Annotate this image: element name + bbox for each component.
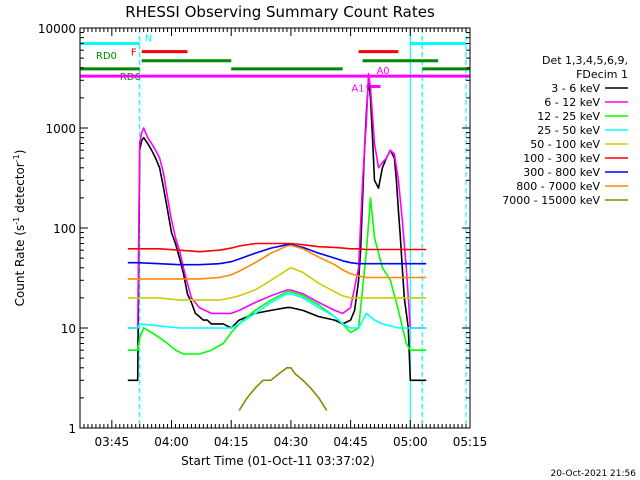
series-line-1 xyxy=(127,79,427,382)
legend-label: 50 - 100 keV xyxy=(530,138,600,151)
y-tick-label: 10 xyxy=(61,322,76,336)
state-label-rd0: RD0 xyxy=(96,51,117,62)
x-axis-label: Start Time (01-Oct-11 03:37:02) xyxy=(181,454,375,468)
series-line-6 xyxy=(127,242,427,253)
series-line-2 xyxy=(127,72,427,329)
legend-label: 12 - 25 keV xyxy=(537,110,600,123)
legend-header: Det 1,3,4,5,6,9, xyxy=(542,54,628,67)
x-tick-label: 05:15 xyxy=(453,435,488,449)
state-label-n: N xyxy=(145,33,152,44)
legend-label: 7000 - 15000 keV xyxy=(502,194,600,207)
series-line-5 xyxy=(127,266,427,301)
legend-label: 800 - 7000 keV xyxy=(516,180,600,193)
legend-label: 100 - 300 keV xyxy=(523,152,600,165)
x-tick-label: 04:15 xyxy=(214,435,249,449)
series-lines xyxy=(127,72,427,411)
x-tick-label: 04:30 xyxy=(274,435,309,449)
x-tick-label: 03:45 xyxy=(95,435,130,449)
series-line-9 xyxy=(238,366,328,411)
series-line-3 xyxy=(127,197,427,355)
chart-title: RHESSI Observing Summary Count Rates xyxy=(125,3,435,21)
legend-label: 300 - 800 keV xyxy=(523,166,600,179)
state-bars: NFRD0RD6A1A0 xyxy=(80,33,470,95)
legend-header: FDecim 1 xyxy=(576,68,628,81)
x-axis: 03:45 04:00 04:15 04:30 04:45 05:00 05:15 xyxy=(79,28,488,449)
legend-label: 6 - 12 keV xyxy=(544,96,600,109)
y-axis-label: Count Rate (s-1 detector-1) xyxy=(12,150,27,307)
y-axis: 1 10 100 1000 10000 xyxy=(38,22,470,436)
x-tick-label: 05:00 xyxy=(393,435,428,449)
legend-label: 3 - 6 keV xyxy=(551,82,600,95)
y-tick-label: 100 xyxy=(53,222,76,236)
legend-label: 25 - 50 keV xyxy=(537,124,600,137)
timestamp: 20-Oct-2021 21:56 xyxy=(551,469,637,479)
state-label-a1: A1 xyxy=(351,84,364,95)
y-tick-label: 1000 xyxy=(45,122,76,136)
y-tick-label: 1 xyxy=(68,422,76,436)
state-label-f: F xyxy=(131,48,137,59)
y-tick-label: 10000 xyxy=(38,22,76,36)
series-line-4 xyxy=(127,292,427,329)
series-line-8 xyxy=(127,244,427,280)
x-tick-label: 04:00 xyxy=(154,435,189,449)
x-tick-label: 04:45 xyxy=(333,435,368,449)
state-label-a0: A0 xyxy=(376,66,389,77)
